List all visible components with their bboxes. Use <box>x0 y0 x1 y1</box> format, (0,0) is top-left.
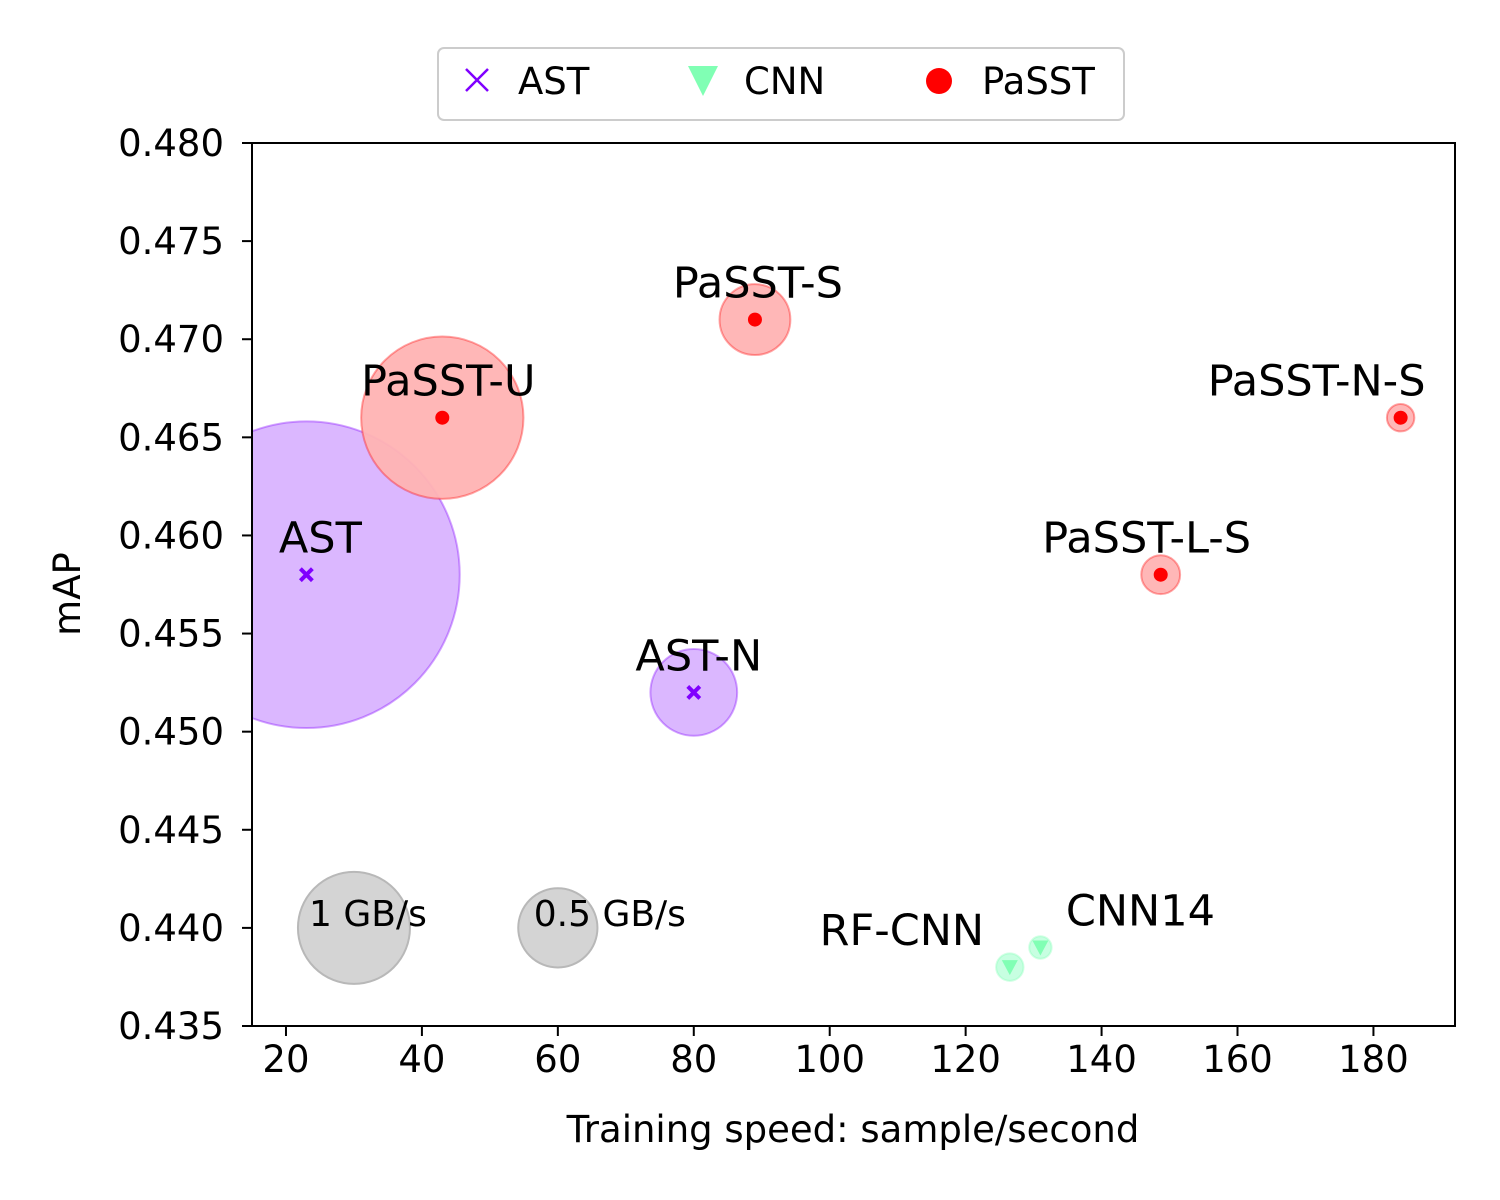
legend-entry-passt: PaSST <box>926 60 1095 103</box>
plot-area: AST AST-N RF-CNN CNN14 PaSST-U PaSST-S PaSST-N… <box>252 259 1426 985</box>
x-tick-label: 100 <box>794 1038 865 1081</box>
x-tick-label: 180 <box>1338 1038 1409 1081</box>
point-label-ast: AST <box>279 514 363 564</box>
marker-rf-cnn <box>1001 960 1018 976</box>
y-tick-label: 0.435 <box>118 1005 224 1048</box>
size-reference-bubble <box>517 887 599 969</box>
axes-frame <box>251 142 1456 1027</box>
x-marker-icon <box>465 68 489 92</box>
point-label-passt-n-s: PaSST-N-S <box>1208 357 1426 407</box>
y-tick-label: 0.450 <box>118 711 224 754</box>
marker-cnn14 <box>1032 940 1049 956</box>
point-label-cnn14: CNN14 <box>1066 887 1215 937</box>
size-reference-label: 0.5 GB/s <box>534 894 686 935</box>
marker-passt-n-s <box>1393 410 1408 425</box>
legend-entry-cnn: CNN <box>688 60 825 103</box>
axis-ticks: 20 40 60 80 100 120 140 160 180 0.435 0.440 0.445 0.… <box>118 122 1409 1081</box>
point-label-ast-n: AST-N <box>635 631 762 681</box>
legend-label-passt: PaSST <box>982 60 1095 103</box>
x-tick-label: 20 <box>262 1038 309 1081</box>
point-label-passt-l-s: PaSST-L-S <box>1042 514 1251 564</box>
triangle-down-icon <box>688 66 718 96</box>
y-tick-label: 0.480 <box>118 122 224 165</box>
x-tick-label: 60 <box>534 1038 581 1081</box>
y-tick-label: 0.475 <box>118 220 224 263</box>
marker-passt-l-s <box>1153 567 1168 582</box>
y-tick-label: 0.465 <box>118 416 224 459</box>
y-tick-label: 0.455 <box>118 613 224 656</box>
legend: AST CNN PaSST <box>437 47 1125 121</box>
marker-ast <box>298 567 314 583</box>
marker-ast-n <box>686 685 702 700</box>
y-tick-label: 0.440 <box>118 907 224 950</box>
size-reference-bubble <box>296 870 411 985</box>
x-tick-label: 140 <box>1066 1038 1137 1081</box>
x-axis-label: Training speed: sample/second <box>566 1108 1140 1151</box>
point-label-passt-s: PaSST-S <box>673 259 843 309</box>
point-label-passt-u: PaSST-U <box>361 357 535 407</box>
y-tick-label: 0.445 <box>118 809 224 852</box>
legend-label-ast: AST <box>518 60 590 103</box>
marker-passt-s <box>747 312 762 327</box>
x-tick-label: 120 <box>930 1038 1001 1081</box>
y-axis-label: mAP <box>46 552 89 636</box>
x-tick-label: 80 <box>670 1038 717 1081</box>
marker-passt-u <box>435 410 450 425</box>
legend-label-cnn: CNN <box>744 60 825 103</box>
legend-box <box>437 47 1125 121</box>
bubble-ast <box>252 420 461 730</box>
size-reference-label: 1 GB/s <box>309 894 427 935</box>
y-tick-label: 0.470 <box>118 318 224 361</box>
legend-entry-ast: AST <box>465 60 590 103</box>
x-tick-label: 40 <box>398 1038 445 1081</box>
point-label-rf-cnn: RF-CNN <box>820 906 984 956</box>
circle-marker-icon <box>926 68 952 94</box>
y-tick-label: 0.460 <box>118 514 224 557</box>
x-tick-label: 160 <box>1202 1038 1273 1081</box>
